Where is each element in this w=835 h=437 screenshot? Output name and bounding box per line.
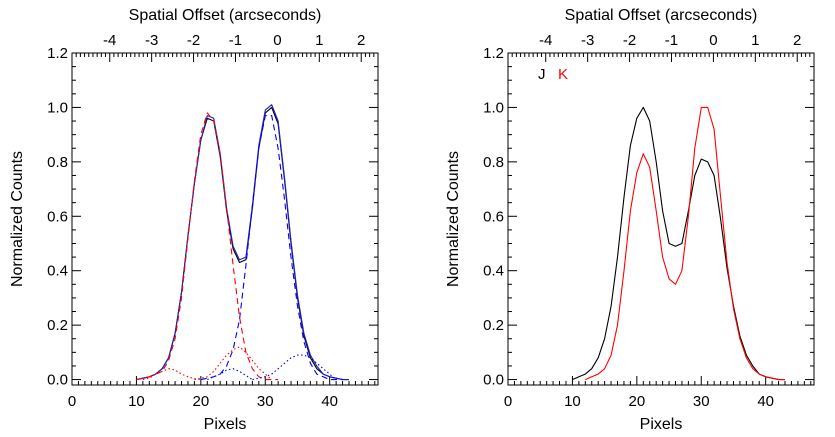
- right-y-tick-label: 0.2: [483, 317, 504, 334]
- left-series-line-6: [207, 368, 253, 381]
- left-x-tick-label: 10: [128, 393, 145, 410]
- right-top-axis-title: Spatial Offset (arcseconds): [565, 7, 758, 24]
- left-series-line-2: [136, 112, 279, 381]
- right-top-tick-label: 0: [709, 32, 717, 49]
- right-x-tick-label: 30: [693, 393, 710, 410]
- right-x-tick-label: 40: [757, 393, 774, 410]
- left-y-tick-label: 0.4: [47, 263, 68, 280]
- right-y-axis-title: Normalized Counts: [445, 151, 462, 287]
- left-series-line-4: [142, 368, 201, 381]
- left-y-tick-label: 0.2: [47, 317, 68, 334]
- right-top-tick-label: 1: [751, 32, 759, 49]
- left-series-line-0: [136, 106, 349, 381]
- right-top-tick-label: -2: [623, 32, 636, 49]
- left-x-tick-label: 40: [321, 393, 338, 410]
- left-y-tick-label: 1.0: [47, 99, 68, 116]
- left-series-line-3: [200, 115, 343, 381]
- left-top-tick-label: -4: [103, 32, 116, 49]
- right-top-tick-label: -1: [665, 32, 678, 49]
- right-top-tick-label: -4: [539, 32, 552, 49]
- right-y-tick-label: 0.4: [483, 263, 504, 280]
- left-series-line-5: [194, 346, 273, 381]
- right-series-line-0: [572, 106, 785, 381]
- left-y-tick-label: 0.8: [47, 154, 68, 171]
- left-x-tick-label: 20: [192, 393, 209, 410]
- left-top-axis-title: Spatial Offset (arcseconds): [129, 7, 322, 24]
- right-panel: Spatial Offset (arcseconds) Pixels Norma…: [445, 7, 815, 433]
- left-series-line-1: [136, 104, 349, 381]
- left-y-axis-title: Normalized Counts: [9, 151, 26, 287]
- left-x-tick-label: 30: [257, 393, 274, 410]
- right-y-tick-label: 0.8: [483, 154, 504, 171]
- left-top-tick-label: 1: [315, 32, 323, 49]
- left-x-tick-label: 0: [68, 393, 76, 410]
- right-top-tick-label: 2: [793, 32, 801, 49]
- left-top-tick-label: -3: [145, 32, 158, 49]
- right-series-line-1: [585, 106, 785, 381]
- left-y-tick-label: 1.2: [47, 45, 68, 62]
- right-top-tick-label: -3: [581, 32, 594, 49]
- legend-entry-j: J: [538, 66, 546, 83]
- left-plot-frame: [71, 52, 379, 386]
- right-x-tick-label: 0: [504, 393, 512, 410]
- right-y-tick-label: 0.0: [483, 372, 504, 389]
- right-x-tick-label: 20: [628, 393, 645, 410]
- left-top-tick-label: -1: [229, 32, 242, 49]
- left-top-tick-label: -2: [187, 32, 200, 49]
- right-y-tick-label: 1.2: [483, 45, 504, 62]
- right-y-tick-label: 0.6: [483, 208, 504, 225]
- left-y-tick-label: 0.6: [47, 208, 68, 225]
- left-series-line-7: [252, 354, 337, 381]
- right-x-tick-label: 10: [564, 393, 581, 410]
- right-plot-frame: [507, 52, 815, 386]
- left-panel: Spatial Offset (arcseconds) Pixels Norma…: [9, 7, 379, 433]
- left-x-axis-title: Pixels: [204, 416, 247, 433]
- left-top-tick-label: 2: [357, 32, 365, 49]
- right-y-tick-label: 1.0: [483, 99, 504, 116]
- right-x-axis-title: Pixels: [640, 416, 683, 433]
- left-top-tick-label: 0: [273, 32, 281, 49]
- legend-entry-k: K: [558, 66, 568, 83]
- left-y-tick-label: 0.0: [47, 372, 68, 389]
